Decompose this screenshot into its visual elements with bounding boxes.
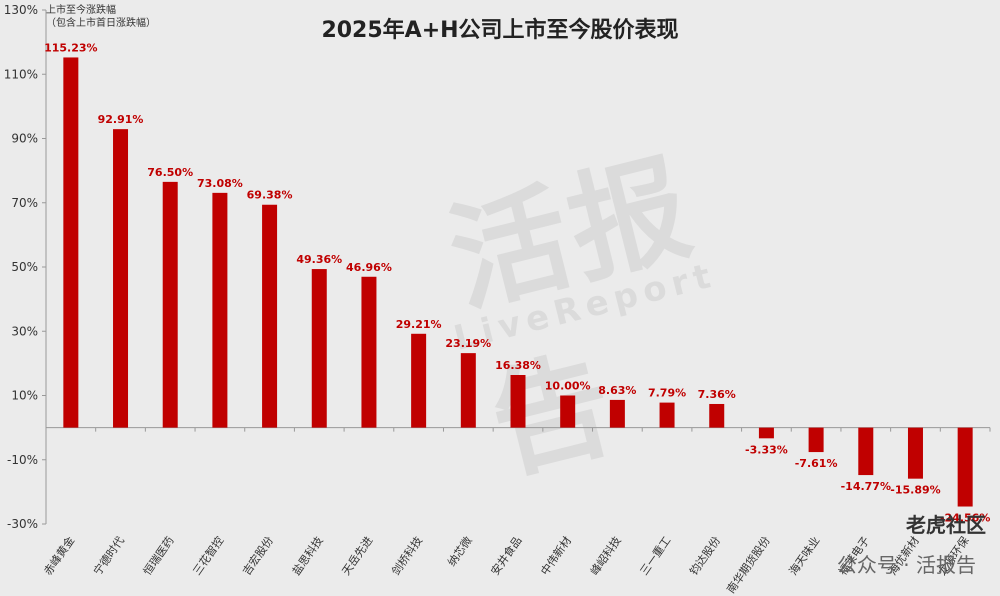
data-label: 115.23%	[44, 41, 97, 54]
chart-title: 2025年A+H公司上市至今股价表现	[321, 18, 679, 43]
bar	[460, 353, 476, 428]
bar	[858, 427, 874, 476]
category-label: 三花智控	[190, 534, 227, 578]
y-tick-label: 50%	[11, 260, 38, 274]
y-tick-label: 90%	[11, 132, 38, 146]
category-label: 天岳先进	[340, 534, 376, 577]
y-tick-label: -10%	[7, 453, 38, 467]
data-label: -15.89%	[890, 484, 940, 497]
category-label: 吉宏股份	[239, 534, 276, 578]
bar	[63, 57, 79, 428]
category-label: 峰岹科技	[587, 534, 624, 578]
data-label: -14.77%	[841, 480, 891, 493]
category-label: 赤峰黄金	[41, 534, 78, 578]
category-label: 宁德时代	[90, 534, 127, 578]
category-label: 纳芯微	[444, 534, 474, 569]
y-tick-label: 30%	[11, 324, 38, 338]
data-label: -3.33%	[745, 443, 788, 456]
bar	[162, 181, 178, 428]
data-label: 10.00%	[545, 380, 591, 393]
data-label: 69.38%	[247, 189, 293, 202]
y-tick-label: -30%	[7, 517, 38, 531]
data-label: 7.36%	[698, 388, 736, 401]
y-axis-note-line-1: 上市至今涨跌幅	[46, 5, 116, 16]
data-label: -7.61%	[795, 457, 838, 470]
y-tick-label: 70%	[11, 196, 38, 210]
bar	[311, 269, 327, 428]
bar	[709, 403, 725, 428]
bar	[808, 427, 824, 453]
y-tick-label: 130%	[4, 3, 38, 17]
bar	[510, 375, 526, 428]
data-label: 8.63%	[598, 384, 636, 397]
y-axis-note-line-2: （包含上市首日涨跌幅）	[46, 18, 156, 29]
bar	[758, 427, 774, 439]
category-label: 安井食品	[488, 534, 525, 578]
data-label: 7.79%	[648, 387, 686, 400]
category-label: 中伟新材	[537, 534, 574, 578]
wechat-account-badge: 公众号 · 活报告	[836, 553, 976, 577]
bar	[560, 395, 576, 428]
bar	[609, 399, 625, 428]
data-label: 49.36%	[296, 253, 342, 266]
bar	[659, 402, 675, 428]
data-label: 23.19%	[445, 337, 491, 350]
tiger-community-badge: 老虎社区	[906, 513, 986, 537]
category-label: 南华期货股份	[724, 534, 773, 596]
bar	[907, 427, 923, 479]
bar	[957, 427, 973, 507]
category-label: 恒瑞医药	[140, 534, 177, 578]
data-label: 73.08%	[197, 177, 243, 190]
category-label: 海天味业	[786, 534, 823, 578]
data-label: 29.21%	[396, 318, 442, 331]
bar	[262, 204, 278, 428]
bar	[411, 333, 427, 428]
category-label: 盐思科技	[289, 534, 326, 578]
data-label: 92.91%	[98, 113, 144, 126]
bar	[212, 192, 228, 428]
y-axis-note: 上市至今涨跌幅 （包含上市首日涨跌幅）	[46, 4, 156, 30]
y-tick-label: 110%	[4, 67, 38, 81]
category-label: 钧达股份	[686, 534, 723, 578]
data-label: 16.38%	[495, 359, 541, 372]
category-label: 剑桥科技	[388, 534, 425, 578]
data-label: 76.50%	[147, 166, 193, 179]
bar	[361, 276, 377, 428]
category-label: 三一重工	[637, 534, 674, 578]
data-label: -24.56%	[940, 512, 990, 525]
data-label: 46.96%	[346, 261, 392, 274]
y-tick-label: 10%	[11, 389, 38, 403]
bar	[113, 129, 129, 428]
